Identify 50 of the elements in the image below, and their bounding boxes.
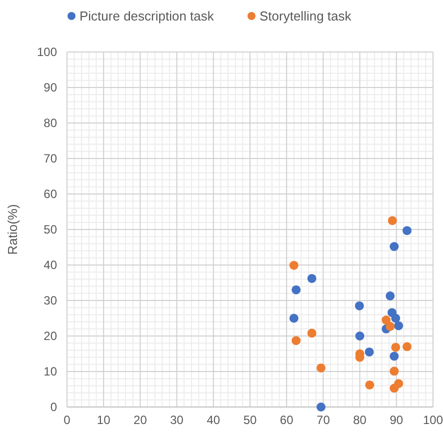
x-tick-label: 0 — [64, 413, 71, 427]
point — [316, 363, 326, 372]
x-tick-label: 40 — [206, 413, 220, 427]
y-tick-label: 30 — [44, 294, 58, 308]
y-tick-label: 10 — [44, 364, 58, 378]
point — [388, 216, 397, 226]
point — [292, 285, 301, 294]
legend-label: Picture description task — [80, 8, 214, 24]
y-tick-label: 70 — [44, 152, 58, 166]
point — [382, 316, 391, 325]
point — [307, 328, 316, 338]
y-tick-label: 60 — [44, 187, 58, 201]
point — [402, 342, 412, 352]
point — [289, 260, 298, 270]
point — [292, 336, 301, 346]
x-tick-label: 10 — [96, 413, 111, 427]
point — [365, 380, 374, 390]
legend-label: Storytelling task — [260, 8, 352, 24]
y-tick-label: 50 — [44, 222, 58, 236]
y-tick-label: 40 — [44, 258, 58, 272]
point — [390, 366, 399, 376]
x-tick-label: 100 — [422, 413, 443, 427]
y-tick-label: 80 — [44, 116, 58, 130]
point — [386, 322, 395, 331]
point — [402, 226, 412, 236]
point — [316, 402, 326, 412]
x-tick-label: 70 — [316, 413, 330, 427]
point — [289, 314, 298, 323]
point — [391, 314, 400, 323]
point — [364, 347, 374, 356]
point — [394, 379, 404, 388]
y-tick-label: 20 — [44, 329, 58, 343]
x-tick-label: 80 — [353, 413, 367, 427]
x-tick-label: 30 — [170, 413, 184, 427]
point — [307, 274, 316, 283]
y-tick-label: 100 — [36, 45, 58, 59]
x-tick-label: 20 — [134, 413, 148, 427]
x-tick-label: 50 — [243, 413, 257, 427]
y-tick-label: 0 — [50, 400, 58, 414]
y-axis-title: Ratio(%) — [5, 204, 20, 255]
point — [386, 291, 395, 300]
point — [355, 332, 364, 340]
point — [354, 301, 364, 310]
point — [394, 321, 404, 330]
x-tick-label: 60 — [280, 413, 294, 427]
point — [390, 352, 399, 361]
point — [391, 342, 400, 352]
y-tick-label: 90 — [44, 80, 58, 94]
point — [390, 242, 399, 252]
x-tick-label: 90 — [390, 413, 404, 427]
